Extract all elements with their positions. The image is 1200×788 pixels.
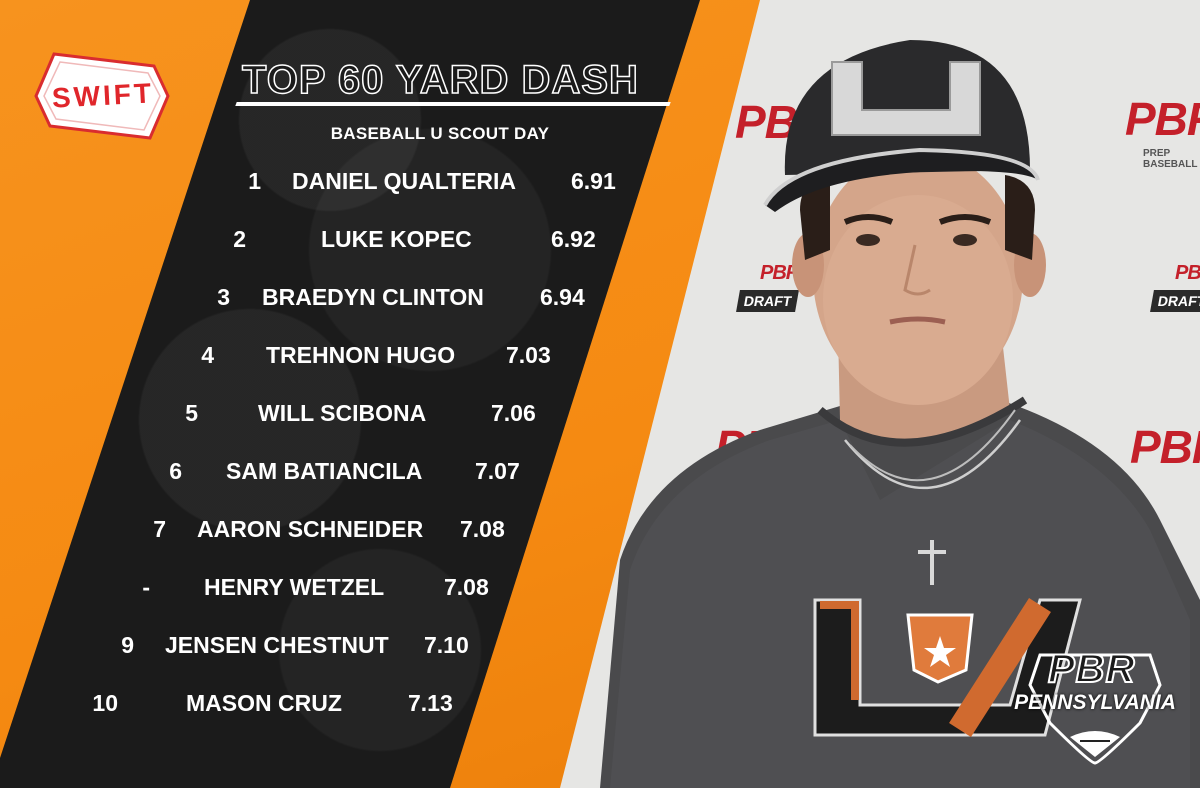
backdrop-pbr-logo: PBR bbox=[1130, 421, 1200, 473]
backdrop-pbr-logo: PBR bbox=[1175, 262, 1200, 284]
dash-time: 6.94 bbox=[540, 284, 585, 310]
page-title: TOP 60 YARD DASH bbox=[241, 57, 639, 103]
player-name: WILL SCIBONA bbox=[258, 400, 427, 426]
player-name: MASON CRUZ bbox=[186, 690, 342, 716]
rank-number: 5 bbox=[185, 400, 198, 426]
pbr-pennsylvania-logo-icon: PBR PENNSYLVANIA bbox=[1010, 645, 1180, 765]
player-name: BRAEDYN CLINTON bbox=[262, 284, 484, 310]
dash-time: 7.10 bbox=[424, 632, 469, 658]
rank-number: 3 bbox=[217, 284, 230, 310]
rank-number: 6 bbox=[169, 458, 182, 484]
rank-number: 9 bbox=[121, 632, 134, 658]
rank-number: 7 bbox=[153, 516, 166, 542]
player-name: HENRY WETZEL bbox=[204, 574, 385, 600]
player-name: DANIEL QUALTERIA bbox=[292, 168, 517, 194]
dash-time: 6.91 bbox=[571, 168, 616, 194]
swift-logo-icon bbox=[34, 52, 170, 140]
dash-time: 7.07 bbox=[475, 458, 520, 484]
dash-time: 6.92 bbox=[551, 226, 596, 252]
swift-logo-text: SWIFT bbox=[51, 77, 155, 114]
pbr-region-text: PENNSYLVANIA bbox=[1014, 691, 1176, 714]
dash-time: 7.08 bbox=[444, 574, 489, 600]
player-name: AARON SCHNEIDER bbox=[197, 516, 424, 542]
dash-time: 7.06 bbox=[491, 400, 536, 426]
dash-time: 7.13 bbox=[408, 690, 453, 716]
rank-number: 2 bbox=[233, 226, 246, 252]
pbr-shield-graphic bbox=[1028, 653, 1162, 765]
player-name: SAM BATIANCILA bbox=[226, 458, 423, 484]
rank-number: 10 bbox=[92, 690, 118, 716]
dash-time: 7.08 bbox=[460, 516, 505, 542]
pbr-logo-text: PBR bbox=[1047, 646, 1136, 692]
dash-time: 7.03 bbox=[506, 342, 551, 368]
event-subtitle: BASEBALL U SCOUT DAY bbox=[330, 124, 550, 143]
rank-number: - bbox=[142, 574, 150, 600]
title-underline bbox=[235, 102, 671, 106]
backdrop-pbr-logo: PBR bbox=[760, 262, 800, 284]
rank-number: 1 bbox=[248, 168, 261, 194]
player-name: JENSEN CHESTNUT bbox=[165, 632, 389, 658]
backdrop-prep-baseball-text: PREP BASEBALL bbox=[1143, 148, 1198, 170]
player-name: LUKE KOPEC bbox=[321, 226, 472, 252]
rank-number: 4 bbox=[201, 342, 214, 368]
backdrop-pbr-logo: PBR bbox=[1125, 93, 1200, 145]
player-name: TREHNON HUGO bbox=[266, 342, 456, 368]
